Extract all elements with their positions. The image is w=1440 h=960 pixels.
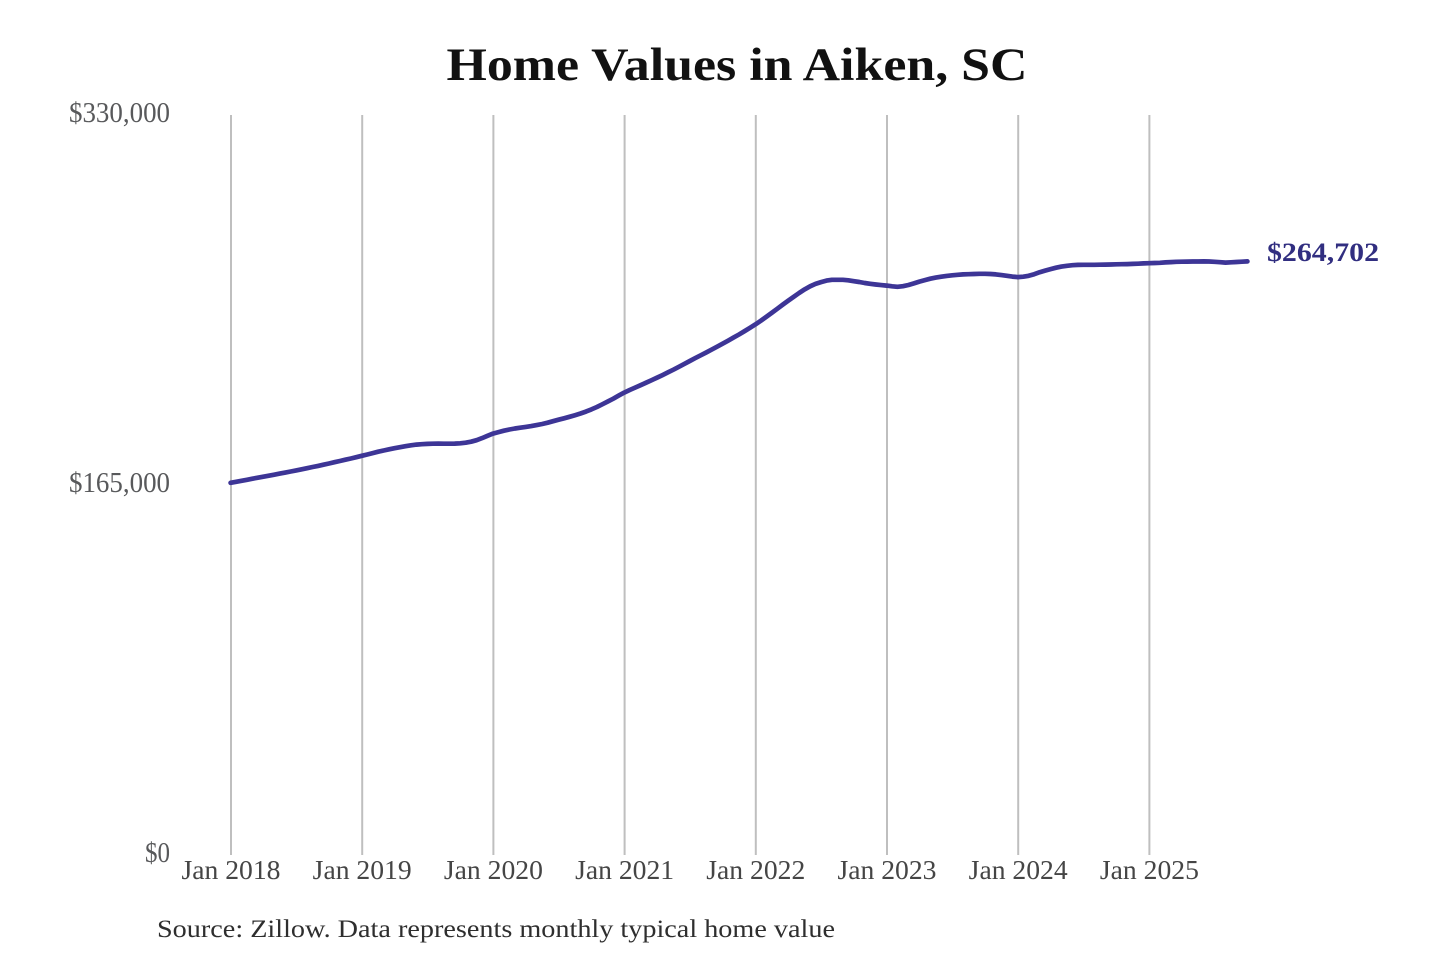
svg-text:Jan 2023: Jan 2023 [838,855,937,885]
svg-text:Jan 2019: Jan 2019 [313,855,412,885]
svg-text:Jan 2025: Jan 2025 [1100,855,1199,885]
svg-text:Jan 2018: Jan 2018 [182,855,281,885]
svg-text:Source: Zillow. Data represent: Source: Zillow. Data represents monthly … [157,916,835,943]
svg-text:$165,000: $165,000 [69,468,170,499]
svg-text:Jan 2020: Jan 2020 [444,855,543,885]
svg-text:Jan 2024: Jan 2024 [969,855,1069,885]
svg-text:Jan 2022: Jan 2022 [706,855,805,885]
svg-text:$264,702: $264,702 [1267,238,1379,267]
svg-text:$0: $0 [145,838,170,869]
svg-text:Jan 2021: Jan 2021 [575,855,674,885]
svg-text:Home Values in Aiken, SC: Home Values in Aiken, SC [447,39,1028,91]
svg-text:$330,000: $330,000 [69,98,170,129]
